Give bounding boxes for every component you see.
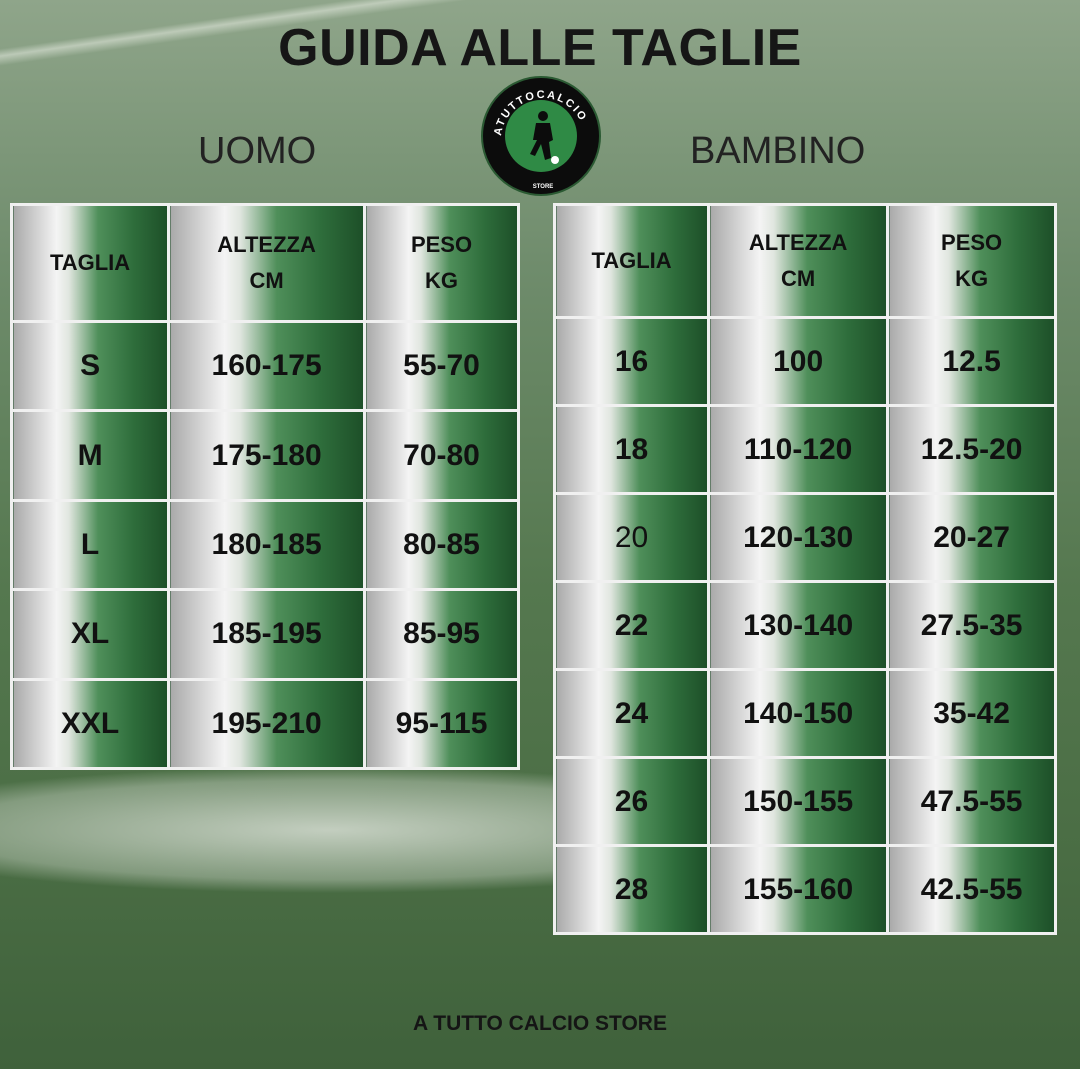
cell-weight: 27.5-35 xyxy=(886,580,1057,671)
cell-weight: 47.5-55 xyxy=(886,756,1057,847)
cell-size: L xyxy=(9,498,171,592)
cell-height: 140-150 xyxy=(707,668,890,759)
header-height: ALTEZZA CM xyxy=(217,232,316,293)
cell-weight: 55-70 xyxy=(363,319,520,413)
cell-height: 185-195 xyxy=(167,588,367,681)
table-row: 28 155-160 42.5-55 xyxy=(552,844,1057,935)
uomo-heading: UOMO xyxy=(198,130,317,172)
cell-weight: 70-80 xyxy=(363,409,520,502)
table-row: S 160-175 55-70 xyxy=(9,319,520,413)
cell-size: 16 xyxy=(552,316,711,407)
cell-size: 24 xyxy=(552,668,711,759)
cell-height: 175-180 xyxy=(167,409,367,502)
table-row: XL 185-195 85-95 xyxy=(9,588,520,681)
table-row: 20 120-130 20-27 xyxy=(552,492,1057,583)
bambino-heading: BAMBINO xyxy=(690,130,866,172)
table-row: 16 100 12.5 xyxy=(552,316,1057,407)
header-row: TAGLIA ALTEZZA CM PESO KG xyxy=(552,203,1057,319)
cell-weight: 85-95 xyxy=(363,588,520,681)
header-weight: PESO KG xyxy=(941,230,1003,291)
header-height: ALTEZZA CM xyxy=(748,230,848,291)
cell-weight: 35-42 xyxy=(886,668,1057,759)
cell-size: 28 xyxy=(552,844,711,935)
cell-height: 160-175 xyxy=(167,319,367,413)
table-row: M 175-180 70-80 xyxy=(9,409,520,502)
cell-size: 22 xyxy=(552,580,711,671)
cell-weight: 95-115 xyxy=(363,677,520,771)
cell-weight: 42.5-55 xyxy=(886,844,1057,935)
table-row: XXL 195-210 95-115 xyxy=(9,677,520,771)
cell-height: 130-140 xyxy=(707,580,890,671)
table-row: 26 150-155 47.5-55 xyxy=(552,756,1057,847)
cell-size: XXL xyxy=(9,677,171,771)
cell-height: 100 xyxy=(707,316,890,407)
cell-size: XL xyxy=(9,588,171,681)
soccer-player-icon: ATUTTOCALCIO STORE xyxy=(492,89,587,190)
cell-height: 180-185 xyxy=(167,498,367,592)
header-weight: PESO KG xyxy=(410,232,473,293)
bambino-size-table: TAGLIA ALTEZZA CM PESO KG 16 100 12.5 18 110-12… xyxy=(552,203,1057,935)
svg-text:STORE: STORE xyxy=(533,184,554,190)
cell-height: 195-210 xyxy=(167,677,367,771)
table-row: 18 110-120 12.5-20 xyxy=(552,404,1057,495)
table-row: 22 130-140 27.5-35 xyxy=(552,580,1057,671)
cell-size: 18 xyxy=(552,404,711,495)
page-title: GUIDA ALLE TAGLIE xyxy=(278,19,802,77)
table-row: L 180-185 80-85 xyxy=(9,498,520,592)
store-logo: ATUTTOCALCIO STORE xyxy=(481,76,601,196)
header-size: TAGLIA xyxy=(591,248,672,273)
cell-height: 110-120 xyxy=(707,404,890,495)
table-row: 24 140-150 35-42 xyxy=(552,668,1057,759)
cell-weight: 12.5 xyxy=(886,316,1057,407)
cell-weight: 20-27 xyxy=(886,492,1057,583)
cell-height: 120-130 xyxy=(707,492,890,583)
cell-weight: 12.5-20 xyxy=(886,404,1057,495)
cell-weight: 80-85 xyxy=(363,498,520,592)
cell-height: 150-155 xyxy=(707,756,890,847)
footer-brand: A TUTTO CALCIO STORE xyxy=(413,1012,667,1035)
cell-size: 20 xyxy=(552,492,711,583)
cell-size: 26 xyxy=(552,756,711,847)
uomo-size-table: TAGLIA ALTEZZA CM PESO KG S 160-175 55-70 M 175… xyxy=(9,203,520,771)
cell-height: 155-160 xyxy=(707,844,890,935)
header-row: TAGLIA ALTEZZA CM PESO KG xyxy=(9,203,520,323)
cell-size: M xyxy=(9,409,171,502)
header-size: TAGLIA xyxy=(49,250,131,275)
cell-size: S xyxy=(9,319,171,413)
